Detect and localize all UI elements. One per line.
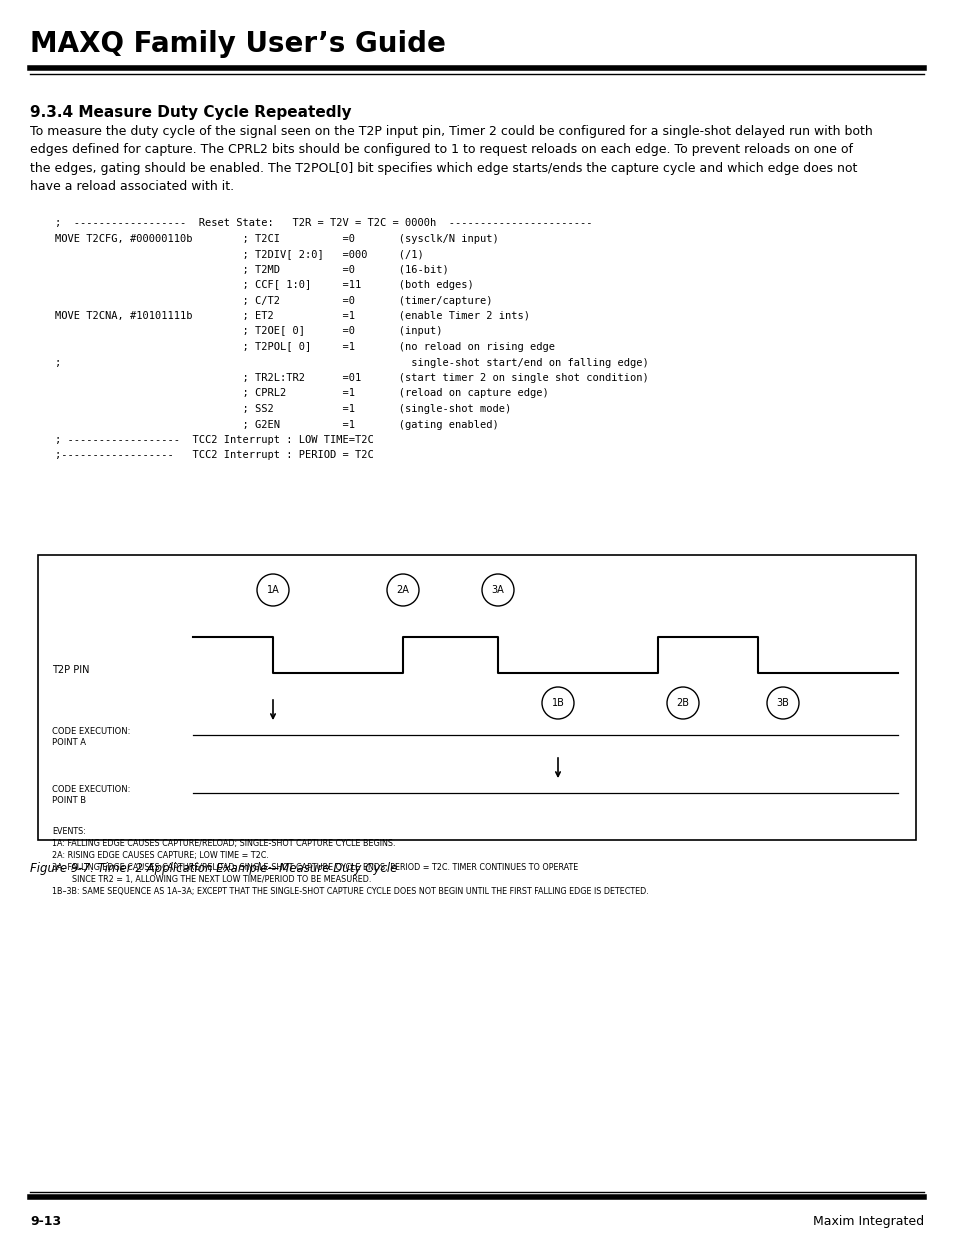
Text: 3A: 3A xyxy=(491,585,504,595)
Text: 9-13: 9-13 xyxy=(30,1215,61,1228)
Text: ; T2OE[ 0]      =0       (input): ; T2OE[ 0] =0 (input) xyxy=(30,326,442,336)
Text: 2A: RISING EDGE CAUSES CAPTURE; LOW TIME = T2C.: 2A: RISING EDGE CAUSES CAPTURE; LOW TIME… xyxy=(52,851,269,860)
Text: ;------------------   TCC2 Interrupt : PERIOD = T2C: ;------------------ TCC2 Interrupt : PER… xyxy=(30,451,374,461)
Text: ; G2EN          =1       (gating enabled): ; G2EN =1 (gating enabled) xyxy=(30,420,498,430)
Text: 2A: 2A xyxy=(396,585,409,595)
Text: 9.3.4 Measure Duty Cycle Repeatedly: 9.3.4 Measure Duty Cycle Repeatedly xyxy=(30,105,352,120)
Bar xyxy=(38,555,915,840)
Text: ; TR2L:TR2      =01      (start timer 2 on single shot condition): ; TR2L:TR2 =01 (start timer 2 on single … xyxy=(30,373,648,383)
Text: ; T2POL[ 0]     =1       (no reload on rising edge: ; T2POL[ 0] =1 (no reload on rising edge xyxy=(30,342,555,352)
Text: 1A: 1A xyxy=(266,585,279,595)
Text: 1A: FALLING EDGE CAUSES CAPTURE/RELOAD; SINGLE-SHOT CAPTURE CYCLE BEGINS.: 1A: FALLING EDGE CAUSES CAPTURE/RELOAD; … xyxy=(52,839,395,848)
Text: MOVE T2CFG, #00000110b        ; T2CI          =0       (sysclk/N input): MOVE T2CFG, #00000110b ; T2CI =0 (sysclk… xyxy=(30,233,498,243)
Text: 2B: 2B xyxy=(676,698,689,708)
Text: ; T2MD          =0       (16-bit): ; T2MD =0 (16-bit) xyxy=(30,264,448,274)
Text: MOVE T2CNA, #10101111b        ; ET2           =1       (enable Timer 2 ints): MOVE T2CNA, #10101111b ; ET2 =1 (enable … xyxy=(30,311,530,321)
Text: ; CCF[ 1:0]     =11      (both edges): ; CCF[ 1:0] =11 (both edges) xyxy=(30,280,474,290)
Text: ; CPRL2         =1       (reload on capture edge): ; CPRL2 =1 (reload on capture edge) xyxy=(30,389,548,399)
Text: CODE EXECUTION:
POINT B: CODE EXECUTION: POINT B xyxy=(52,785,131,805)
Text: Figure 9-7. Timer 2 Application Example—Measure Duty Cycle: Figure 9-7. Timer 2 Application Example—… xyxy=(30,862,397,876)
Text: ; ------------------  TCC2 Interrupt : LOW TIME=T2C: ; ------------------ TCC2 Interrupt : LO… xyxy=(30,435,374,445)
Text: ; SS2           =1       (single-shot mode): ; SS2 =1 (single-shot mode) xyxy=(30,404,511,414)
Text: CODE EXECUTION:
POINT A: CODE EXECUTION: POINT A xyxy=(52,727,131,747)
Text: ;                                                        single-shot start/end o: ; single-shot start/end o xyxy=(30,357,648,368)
Text: Maxim Integrated: Maxim Integrated xyxy=(812,1215,923,1228)
Text: 3B: 3B xyxy=(776,698,789,708)
Text: 1B: 1B xyxy=(551,698,564,708)
Text: To measure the duty cycle of the signal seen on the T2P input pin, Timer 2 could: To measure the duty cycle of the signal … xyxy=(30,125,872,194)
Text: MAXQ Family User’s Guide: MAXQ Family User’s Guide xyxy=(30,30,445,58)
Text: ; C/T2          =0       (timer/capture): ; C/T2 =0 (timer/capture) xyxy=(30,295,492,305)
Text: T2P PIN: T2P PIN xyxy=(52,664,90,676)
Text: 3A: FALLING EDGE CAUSES CAPTURE/RELOAD; SINGLE-SHOT CAPTURE CYCLE ENDS; PERIOD =: 3A: FALLING EDGE CAUSES CAPTURE/RELOAD; … xyxy=(52,863,578,872)
Text: 1B–3B: SAME SEQUENCE AS 1A–3A; EXCEPT THAT THE SINGLE-SHOT CAPTURE CYCLE DOES NO: 1B–3B: SAME SEQUENCE AS 1A–3A; EXCEPT TH… xyxy=(52,887,648,897)
Text: ; T2DIV[ 2:0]   =000     (/1): ; T2DIV[ 2:0] =000 (/1) xyxy=(30,249,423,259)
Text: SINCE TR2 = 1, ALLOWING THE NEXT LOW TIME/PERIOD TO BE MEASURED.: SINCE TR2 = 1, ALLOWING THE NEXT LOW TIM… xyxy=(52,876,371,884)
Text: ;  ------------------  Reset State:   T2R = T2V = T2C = 0000h  -----------------: ; ------------------ Reset State: T2R = … xyxy=(30,219,592,228)
Text: EVENTS:: EVENTS: xyxy=(52,827,86,836)
